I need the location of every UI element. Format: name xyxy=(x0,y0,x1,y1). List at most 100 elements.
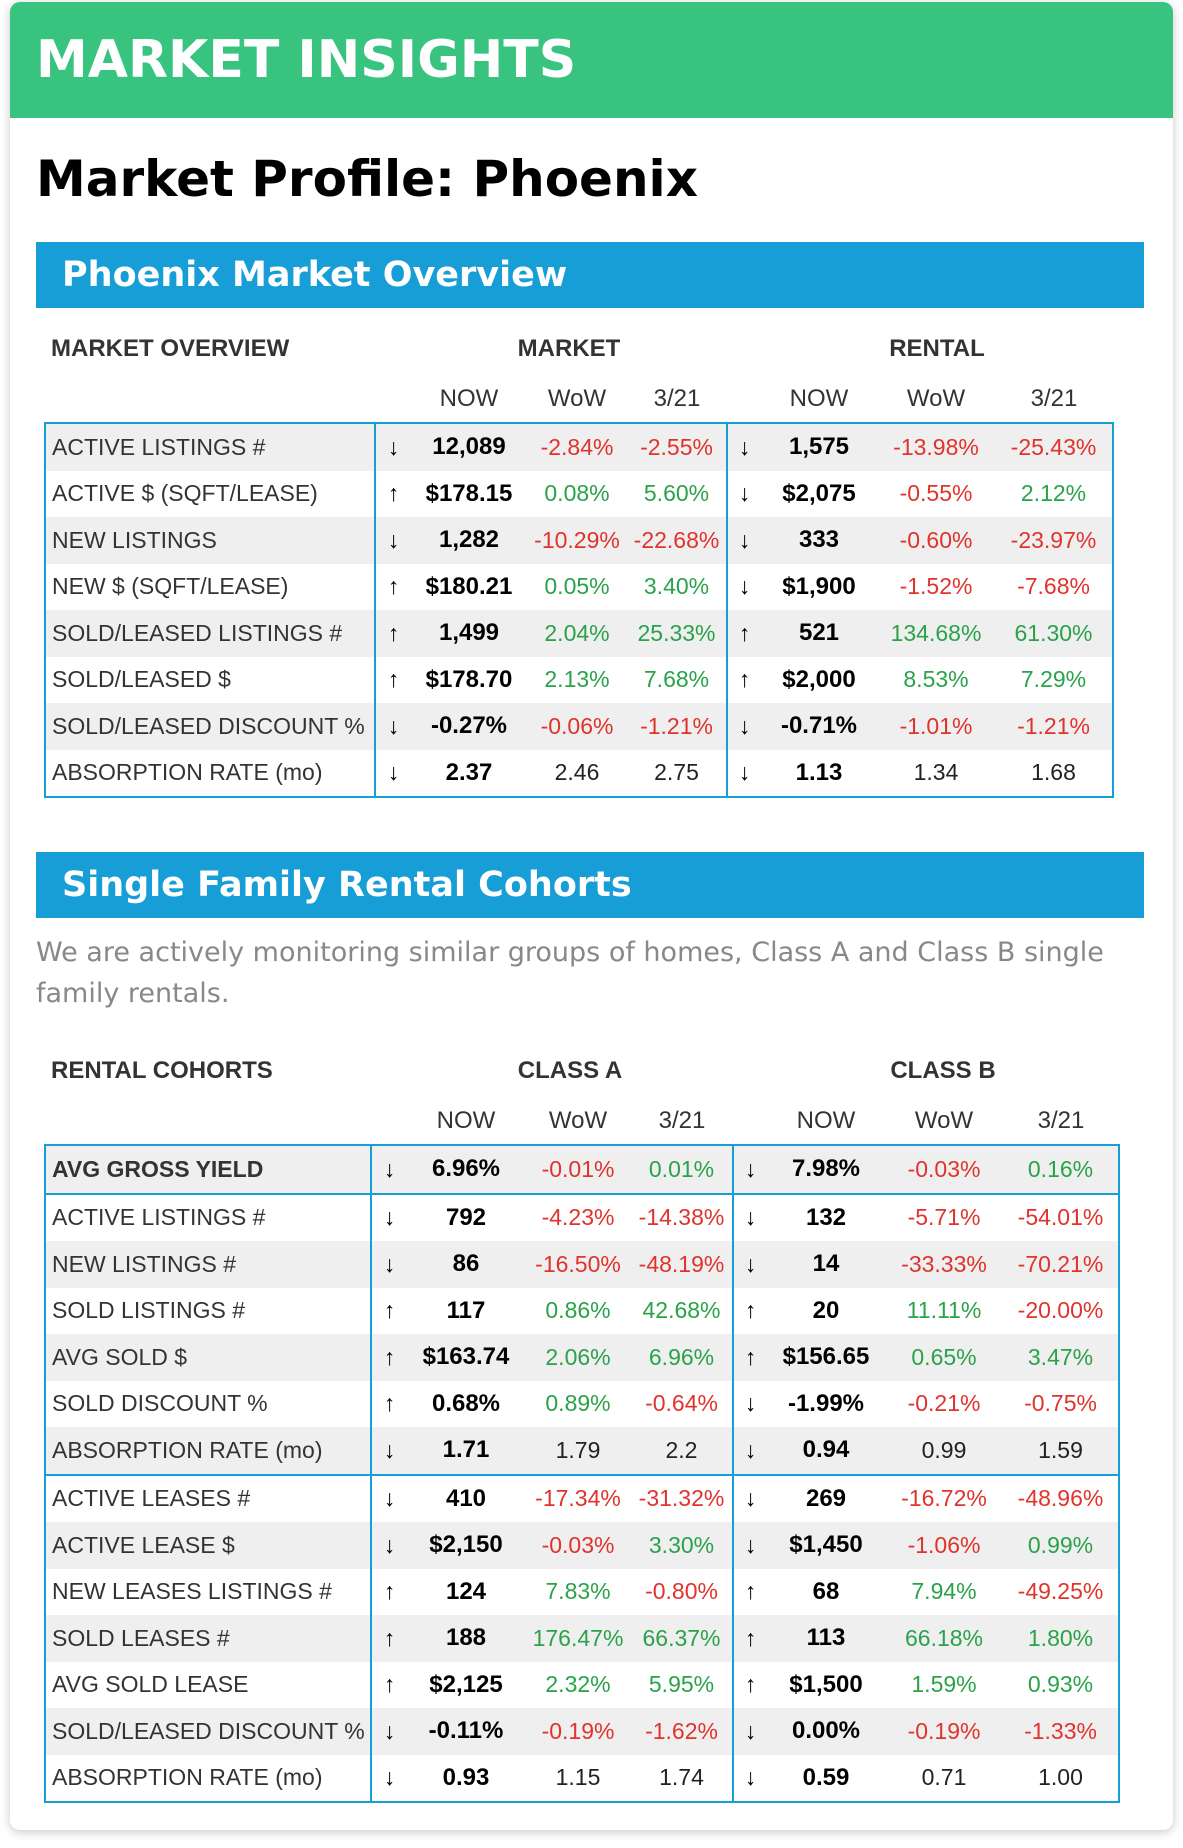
trend-arrow-icon: ↓ xyxy=(733,1754,767,1803)
prior-change: 1.74 xyxy=(631,1754,734,1803)
now-value: 0.68% xyxy=(431,1389,501,1417)
now-value: 2.37 xyxy=(411,749,527,798)
now-value: 124 xyxy=(445,1577,487,1605)
wow-change: 2.04% xyxy=(527,610,627,657)
table-row: AVG GROSS YIELD ↓ 6.96% -0.01% 0.01% ↓ 7.98% -0… xyxy=(44,1144,1120,1195)
table-row: ACTIVE LEASES # ↓ 410 -17.34% -31.32% ↓ 269 -16… xyxy=(44,1473,1120,1522)
trend-arrow-icon: ↑ xyxy=(375,610,411,657)
col-now-header: NOW xyxy=(436,1107,496,1134)
trend-arrow-icon: ↓ xyxy=(371,1708,407,1755)
prior-change: 66.37% xyxy=(631,1615,734,1662)
row-label: ACTIVE LEASES # xyxy=(44,1473,372,1522)
table-row: ABSORPTION RATE (mo) ↓ 1.71 1.79 2.2 ↓ 0.94 0.9… xyxy=(44,1427,1120,1476)
prior-change: -14.38% xyxy=(631,1192,734,1241)
now-value: 0.00% xyxy=(767,1708,885,1755)
wow-change: -5.71% xyxy=(885,1192,1003,1241)
table-header-label: MARKET OVERVIEW xyxy=(51,335,290,362)
col-wow-header: WoW xyxy=(914,1107,974,1134)
now-value: 86 xyxy=(407,1241,525,1288)
wow-change: -0.21% xyxy=(907,1390,981,1417)
spacer xyxy=(45,1098,371,1145)
table-header-row: RENTAL COHORTS CLASS A CLASS B xyxy=(45,1044,1119,1098)
trend-arrow-icon: ↓ xyxy=(733,1192,767,1241)
market-overview-table: MARKET OVERVIEW MARKET RENTAL NOW WoW 3/21 NOW… xyxy=(44,322,1114,798)
trend-arrow-icon: ↓ xyxy=(371,1427,407,1476)
col-now-header: NOW xyxy=(796,1107,856,1134)
wow-change: 8.53% xyxy=(903,666,969,693)
spacer xyxy=(733,1098,767,1145)
prior-change: -1.62% xyxy=(631,1708,734,1755)
wow-change: -0.19% xyxy=(885,1708,1003,1755)
prior-change: 2.12% xyxy=(995,470,1114,517)
group-b-header: RENTAL xyxy=(889,335,985,362)
prior-change: 5.95% xyxy=(631,1661,734,1708)
trend-arrow-icon: ↑ xyxy=(371,1334,407,1381)
spacer xyxy=(727,322,761,376)
prior-change: 3.40% xyxy=(627,563,728,610)
table-row: ACTIVE LISTINGS # ↓ 792 -4.23% -14.38% ↓ 132 -5… xyxy=(44,1192,1120,1241)
wow-change: -0.03% xyxy=(525,1522,631,1569)
wow-change: -13.98% xyxy=(877,422,995,471)
page-title: Market Profile: Phoenix xyxy=(36,150,698,208)
wow-change: -0.19% xyxy=(525,1708,631,1755)
wow-change: 1.34 xyxy=(877,749,995,798)
spacer xyxy=(733,1044,767,1098)
now-value: 0.93 xyxy=(407,1754,525,1803)
prior-change: -7.68% xyxy=(995,563,1114,610)
wow-change: -17.34% xyxy=(525,1473,631,1522)
row-label: SOLD/LEASED DISCOUNT % xyxy=(44,1708,372,1755)
wow-change: 1.15 xyxy=(525,1754,631,1803)
now-value: 0.59 xyxy=(767,1754,885,1803)
wow-change: -0.06% xyxy=(527,703,627,750)
col-prior-header: 3/21 xyxy=(658,1107,706,1134)
table-row: ABSORPTION RATE (mo) ↓ 2.37 2.46 2.75 ↓ 1.13 1.… xyxy=(44,749,1114,798)
trend-arrow-icon: ↓ xyxy=(371,1473,407,1522)
table-row: AVG SOLD $ ↑ $163.74 2.06% 6.96% ↑ $156.65 0.65… xyxy=(44,1334,1120,1381)
prior-change: 1.00 xyxy=(1003,1754,1120,1803)
market-insights-card: MARKET INSIGHTS Market Profile: Phoenix … xyxy=(10,2,1173,1830)
wow-change: 0.08% xyxy=(544,480,610,507)
wow-change: 0.05% xyxy=(544,573,610,600)
row-label: SOLD DISCOUNT % xyxy=(44,1380,372,1427)
trend-arrow-icon: ↓ xyxy=(733,1427,767,1476)
row-label: ABSORPTION RATE (mo) xyxy=(44,1754,372,1803)
wow-change: -1.06% xyxy=(885,1522,1003,1569)
row-label: ACTIVE LISTINGS # xyxy=(44,422,376,471)
prior-change: -1.21% xyxy=(995,703,1114,750)
prior-change: -0.64% xyxy=(631,1380,734,1427)
table-row: SOLD/LEASED DISCOUNT % ↓ -0.11% -0.19% -1.62… xyxy=(44,1708,1120,1755)
wow-change: 11.11% xyxy=(906,1297,982,1324)
row-label: SOLD/LEASED LISTINGS # xyxy=(44,610,376,657)
table-row: NEW LISTINGS ↓ 1,282 -10.29% -22.68% ↓ 333 -0.6… xyxy=(44,517,1114,564)
now-value: $2,075 xyxy=(782,479,856,507)
trend-arrow-icon: ↑ xyxy=(727,610,761,657)
wow-change: 7.83% xyxy=(545,1578,611,1605)
now-value: -0.71% xyxy=(761,703,877,750)
wow-change: 2.13% xyxy=(544,666,610,693)
prior-change: 1.80% xyxy=(1003,1615,1120,1662)
wow-change: -16.72% xyxy=(885,1473,1003,1522)
prior-change: 0.99% xyxy=(1003,1522,1120,1569)
trend-arrow-icon: ↓ xyxy=(738,573,751,600)
wow-change: -0.55% xyxy=(899,480,973,507)
trend-arrow-icon: ↓ xyxy=(733,1473,767,1522)
cohorts-description: We are actively monitoring similar group… xyxy=(36,937,1104,1009)
prior-change: 25.33% xyxy=(627,610,728,657)
col-wow-header: WoW xyxy=(547,385,607,412)
table-row: ABSORPTION RATE (mo) ↓ 0.93 1.15 1.74 ↓ 0.59 0.… xyxy=(44,1754,1120,1803)
table-row: ACTIVE LEASE $ ↓ $2,150 -0.03% 3.30% ↓ $1,450-… xyxy=(44,1522,1120,1569)
col-wow-header: WoW xyxy=(548,1107,608,1134)
row-label: NEW LEASES LISTINGS # xyxy=(44,1568,372,1615)
wow-change: -0.60% xyxy=(877,517,995,564)
prior-change: 3.47% xyxy=(1003,1334,1120,1381)
prior-change: -0.80% xyxy=(631,1568,734,1615)
now-value: 521 xyxy=(761,610,877,657)
wow-change: -16.50% xyxy=(525,1241,631,1288)
wow-change: 66.18% xyxy=(885,1615,1003,1662)
now-value: 1.71 xyxy=(407,1427,525,1476)
table-row: SOLD LISTINGS # ↑ 117 0.86% 42.68% ↑ 20 11.11% -… xyxy=(44,1287,1120,1334)
trend-arrow-icon: ↓ xyxy=(744,1390,757,1417)
now-value: $180.21 xyxy=(425,572,513,600)
wow-change: 1.59% xyxy=(911,1671,977,1698)
row-label: ACTIVE LISTINGS # xyxy=(44,1192,372,1241)
